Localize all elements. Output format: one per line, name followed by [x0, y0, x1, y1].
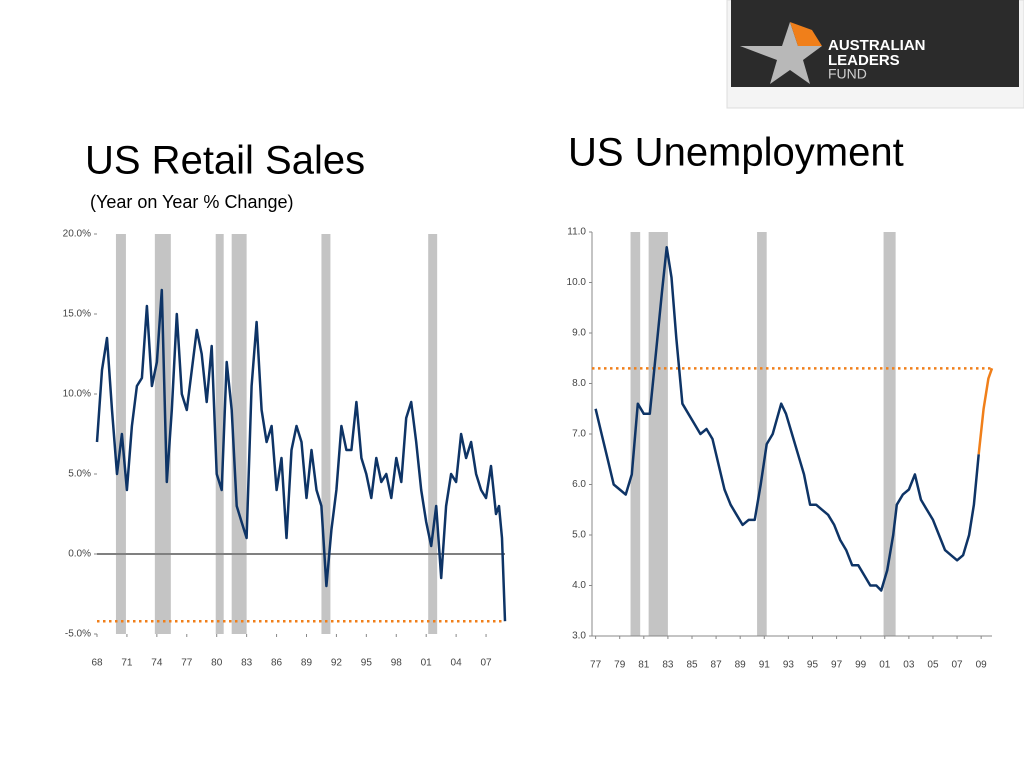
y-tick-label: 7.0	[572, 429, 586, 440]
logo: AUSTRALIAN LEADERS FUND	[726, 0, 1024, 109]
x-tick-label: 07	[480, 658, 492, 669]
x-tick-label: 97	[831, 660, 843, 671]
y-tick-label: 10.0%	[63, 389, 91, 400]
y-tick-label: 3.0	[572, 631, 586, 642]
recession-band	[648, 232, 668, 636]
x-tick-label: 77	[181, 658, 193, 669]
x-tick-label: 79	[614, 660, 626, 671]
y-tick-label: 11.0	[567, 227, 586, 238]
logo-text: FUND	[828, 66, 867, 82]
x-tick-label: 91	[759, 660, 771, 671]
recession-band	[231, 234, 247, 634]
recession-band	[215, 234, 224, 634]
x-tick-label: 03	[903, 660, 915, 671]
x-tick-label: 09	[976, 660, 988, 671]
y-tick-label: 5.0	[572, 530, 586, 541]
x-tick-label: 83	[241, 658, 253, 669]
x-tick-label: 80	[211, 658, 223, 669]
series-line	[977, 367, 994, 455]
y-tick-label: 15.0%	[63, 309, 91, 320]
x-tick-label: 77	[590, 660, 602, 671]
chart-subtitle: (Year on Year % Change)	[90, 192, 293, 212]
x-tick-label: 87	[711, 660, 723, 671]
series-line	[594, 245, 980, 592]
recession-band	[428, 234, 438, 634]
x-tick-label: 74	[151, 658, 163, 669]
logo-text: AUSTRALIAN	[828, 37, 926, 54]
x-tick-label: 89	[735, 660, 747, 671]
x-tick-label: 01	[879, 660, 891, 671]
x-tick-label: 01	[421, 658, 433, 669]
x-tick-label: 98	[391, 658, 403, 669]
x-tick-label: 71	[121, 658, 133, 669]
recession-band	[757, 232, 767, 636]
y-tick-label: 20.0%	[63, 229, 91, 240]
y-tick-label: 0.0%	[68, 549, 91, 560]
logo-star	[740, 22, 822, 84]
x-tick-label: 07	[951, 660, 963, 671]
x-tick-label: 86	[271, 658, 283, 669]
x-tick-label: 83	[662, 660, 674, 671]
chart-title: US Unemployment	[568, 131, 904, 175]
recession-band	[321, 234, 331, 634]
y-tick-label: -5.0%	[65, 629, 91, 640]
x-tick-label: 05	[927, 660, 939, 671]
x-tick-label: 85	[686, 660, 698, 671]
x-tick-label: 04	[451, 658, 463, 669]
y-tick-label: 5.0%	[68, 469, 91, 480]
x-tick-label: 81	[638, 660, 650, 671]
y-tick-label: 10.0	[567, 277, 587, 288]
x-tick-label: 92	[331, 658, 343, 669]
y-tick-label: 4.0	[572, 580, 586, 591]
chart-title: US Retail Sales	[85, 139, 365, 183]
logo-star-accent	[790, 22, 822, 46]
x-tick-label: 99	[855, 660, 867, 671]
series-line	[95, 288, 507, 622]
y-tick-label: 6.0	[572, 479, 586, 490]
y-tick-label: 9.0	[572, 328, 586, 339]
x-tick-label: 68	[91, 658, 103, 669]
x-tick-label: 95	[361, 658, 373, 669]
x-tick-label: 93	[783, 660, 795, 671]
x-tick-label: 89	[301, 658, 313, 669]
x-tick-label: 95	[807, 660, 819, 671]
y-tick-label: 8.0	[572, 378, 586, 389]
logo-text: LEADERS	[828, 52, 900, 69]
